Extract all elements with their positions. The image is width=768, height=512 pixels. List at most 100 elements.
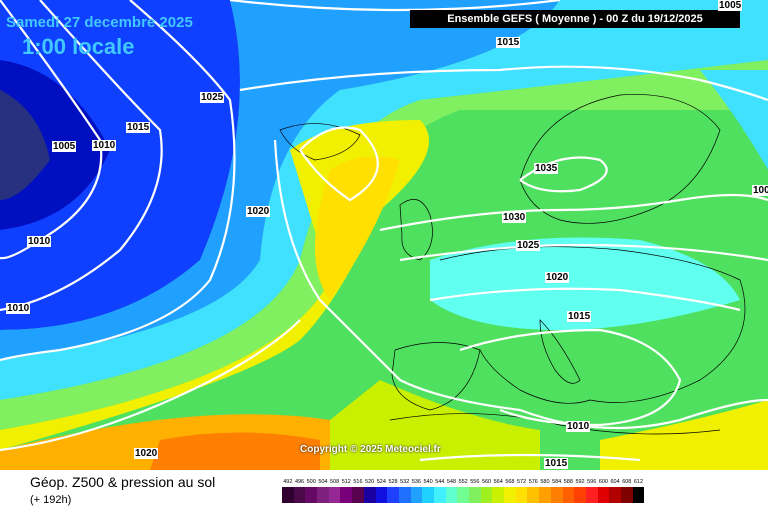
scale-swatch (504, 487, 516, 503)
z500-core2 (0, 90, 50, 200)
z500-central-cyan (430, 237, 740, 330)
scale-label: 532 (400, 479, 410, 485)
land-italy (539, 319, 581, 384)
scale-label: 612 (633, 479, 644, 485)
scale-label: 504 (318, 479, 328, 485)
scale-swatch (527, 487, 540, 503)
color-scale-swatches (282, 487, 645, 503)
scale-label: 500 (306, 479, 316, 485)
scale-swatch (445, 487, 458, 503)
scale-label: 608 (622, 479, 632, 485)
isobar-label: 1020 (246, 206, 271, 217)
isobar-label: 1010 (6, 303, 31, 314)
scale-label: 604 (610, 479, 620, 485)
forecast-time: 1:00 locale (22, 34, 135, 59)
z500-cyan-band (0, 0, 768, 400)
scale-label: 528 (388, 479, 398, 485)
scale-swatch (539, 487, 551, 503)
scale-label: 496 (294, 479, 305, 485)
isobar-label: 1030 (502, 212, 527, 223)
scale-swatch (492, 487, 505, 503)
z500-blue-band (0, 0, 560, 360)
scale-label: 492 (283, 479, 293, 485)
scale-swatch (422, 487, 434, 503)
isobar-label: 1010 (27, 236, 52, 247)
scale-label: 544 (435, 479, 445, 485)
scale-swatch (609, 487, 621, 503)
scale-swatch (562, 487, 575, 503)
isobar-10 (399, 243, 768, 262)
scale-label: 568 (505, 479, 515, 485)
scale-swatch (317, 487, 329, 503)
scale-swatch (410, 487, 423, 503)
scale-label: 512 (341, 479, 351, 485)
land-iberia (391, 342, 481, 411)
isobar-14 (299, 126, 379, 202)
weather-map (0, 0, 768, 470)
isobar-4 (229, 0, 561, 12)
scale-swatch (585, 487, 598, 503)
scale-swatch (293, 487, 306, 503)
isobar-2 (0, 0, 163, 312)
scale-label: 572 (517, 479, 527, 485)
isobar-9 (379, 193, 768, 232)
isobar-label: 1035 (534, 163, 559, 174)
isobar-3 (0, 0, 236, 362)
isobar-13 (419, 453, 641, 462)
scale-swatch (305, 487, 318, 503)
scale-swatch (363, 487, 376, 503)
isobar-label: 1010 (92, 140, 117, 151)
land-greenland-iceland (279, 123, 361, 161)
scale-label: 540 (423, 479, 433, 485)
scale-label: 524 (376, 479, 386, 485)
scale-label: 584 (552, 479, 562, 485)
isobar-label: 1015 (567, 311, 592, 322)
forecast-date: Samedi 27 decembre 2025 (6, 14, 193, 31)
scale-swatch (620, 487, 633, 503)
isobar-1 (0, 0, 103, 260)
z500-sw-green (330, 380, 540, 470)
scale-label: 536 (411, 479, 421, 485)
color-scale: 492 496 500 504 508 512 516 520 524 528 532 536 540 5… (282, 478, 645, 508)
isobar-label: 1020 (134, 448, 159, 459)
land-britain (399, 199, 433, 261)
color-scale-labels: 492 496 500 504 508 512 516 520 524 528 532 536 540 5… (282, 478, 644, 486)
isobar-7 (0, 319, 301, 452)
scale-label: 580 (540, 479, 550, 485)
scale-label: 556 (470, 479, 480, 485)
isobar-label: 1010 (566, 421, 591, 432)
scale-label: 560 (481, 479, 492, 485)
isobar-label: 1005 (718, 0, 743, 11)
scale-swatch (398, 487, 411, 503)
scale-swatch (282, 487, 294, 503)
scale-swatch (375, 487, 388, 503)
z500-orange-core (150, 432, 320, 470)
scale-label: 600 (598, 479, 608, 485)
land-scandinavia (519, 94, 721, 224)
isobar-label: 1025 (516, 240, 541, 251)
scale-label: 596 (587, 479, 597, 485)
scale-swatch (328, 487, 341, 503)
scale-swatch (352, 487, 364, 503)
model-run-info: Ensemble GEFS ( Moyenne ) - 00 Z du 19/1… (410, 10, 740, 28)
isobar-8 (519, 156, 608, 193)
land-continent (439, 246, 746, 404)
land-africa (389, 413, 721, 435)
scale-label: 576 (528, 479, 538, 485)
isobar-label: 1015 (126, 122, 151, 133)
scale-label: 588 (563, 479, 573, 485)
isobar-label: 1015 (544, 458, 569, 469)
legend-title: Géop. Z500 & pression au sol (30, 474, 216, 490)
scale-swatch (550, 487, 563, 503)
scale-swatch (515, 487, 528, 503)
legend-subtitle: (+ 192h) (30, 494, 72, 506)
scale-swatch (457, 487, 469, 503)
scale-swatch (469, 487, 481, 503)
scale-swatch (340, 487, 353, 503)
scale-swatch (433, 487, 446, 503)
isobar-label: 1025 (200, 92, 225, 103)
scale-swatch (597, 487, 610, 503)
scale-label: 520 (365, 479, 375, 485)
isobar-label: 1005 (52, 141, 77, 152)
isobar-label: 1005 (752, 185, 768, 196)
